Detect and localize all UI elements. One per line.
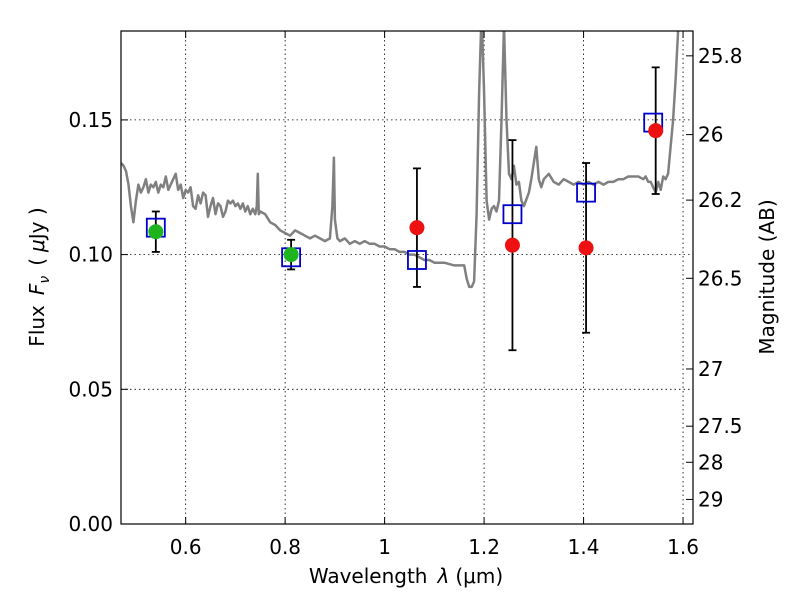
x-tick-label: 1.6 (667, 535, 699, 559)
right-tick-label: 26 (698, 123, 723, 147)
right-tick-label: 25.8 (698, 44, 743, 68)
x-tick-label: 0.8 (269, 535, 301, 559)
right-tick-label: 29 (698, 487, 723, 511)
right-tick-label: 27 (698, 357, 723, 381)
plot-area (121, 31, 680, 352)
photometry-point (409, 220, 425, 236)
y-tick-label: 0.00 (68, 512, 113, 536)
photometry-point (283, 247, 299, 263)
x-tick-label: 0.6 (170, 535, 202, 559)
x-tick-label: 1.4 (568, 535, 600, 559)
model-photometry-square (407, 250, 427, 270)
photometry-point (578, 240, 594, 256)
y-tick-label: 0.15 (68, 108, 113, 132)
photometry-point (504, 237, 520, 253)
right-tick-label: 26.2 (698, 188, 743, 212)
x-tick-label: 1 (378, 535, 391, 559)
x-tick-label: 1.2 (468, 535, 500, 559)
y-axis-ticks: 0.00 0.05 0.10 0.15 (68, 108, 128, 536)
y-axis-label: FluxFν(μJy ) (25, 207, 53, 346)
x-axis-ticks: 0.6 0.8 1 1.2 1.4 1.6 (170, 31, 699, 559)
x-axis-label: Wavelength λ (μm) (309, 564, 503, 588)
plot-frame (120, 30, 694, 525)
right-tick-label: 28 (698, 450, 723, 474)
right-tick-label: 26.5 (698, 266, 743, 290)
y-tick-label: 0.10 (68, 243, 113, 267)
photometry-point (148, 224, 164, 240)
right-axis-label: Magnitude (AB) (755, 199, 779, 354)
observed-photometry-points (148, 123, 664, 263)
model-photometry-square (502, 204, 523, 225)
right-axis-ticks: 25.8 26 26.2 26.5 27 27.5 28 29 (686, 44, 743, 511)
model-photometry-square (576, 182, 596, 203)
right-tick-label: 27.5 (698, 414, 743, 438)
y-tick-label: 0.05 (68, 377, 113, 401)
photometry-point (648, 123, 664, 139)
